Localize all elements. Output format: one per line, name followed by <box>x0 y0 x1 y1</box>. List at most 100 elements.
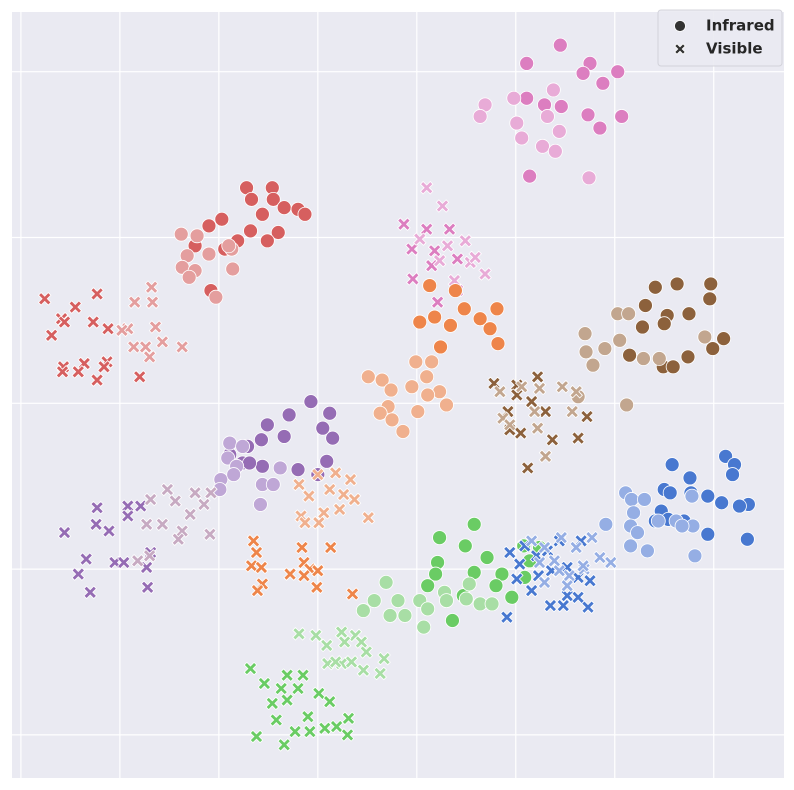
point <box>569 384 583 399</box>
point <box>356 663 371 677</box>
point <box>585 530 599 545</box>
legend-label: Visible <box>706 40 763 58</box>
point <box>420 387 436 403</box>
point <box>547 554 562 568</box>
point <box>428 566 444 582</box>
point <box>309 628 323 643</box>
point <box>71 567 86 581</box>
point <box>450 252 465 266</box>
point <box>160 482 175 497</box>
point <box>427 309 443 325</box>
point <box>524 534 539 548</box>
point <box>714 495 730 511</box>
point <box>336 487 351 502</box>
point <box>458 234 473 248</box>
point <box>624 492 639 507</box>
point <box>448 283 463 298</box>
point <box>343 472 358 487</box>
point <box>189 228 205 244</box>
legend-marker <box>674 20 686 32</box>
point <box>292 627 306 641</box>
point <box>168 494 183 508</box>
point <box>432 530 447 545</box>
point <box>585 357 601 373</box>
point <box>281 407 297 423</box>
point <box>669 276 685 292</box>
point <box>214 211 230 227</box>
point <box>344 655 359 669</box>
point <box>255 458 270 474</box>
point <box>259 233 275 249</box>
point <box>593 550 607 565</box>
point <box>494 566 510 582</box>
point <box>512 557 527 571</box>
point <box>312 515 326 530</box>
point <box>700 526 716 542</box>
point <box>716 331 732 347</box>
point <box>472 311 488 327</box>
point <box>664 457 680 473</box>
point <box>576 559 590 573</box>
point <box>597 341 613 356</box>
point <box>580 409 594 424</box>
point <box>366 593 382 608</box>
point <box>519 90 535 106</box>
point <box>581 600 595 614</box>
point <box>527 404 542 419</box>
point <box>298 515 312 530</box>
point <box>83 585 97 600</box>
point <box>725 467 740 482</box>
point <box>545 433 560 447</box>
point <box>427 244 442 258</box>
point <box>115 323 129 338</box>
point <box>413 232 427 246</box>
point <box>255 206 270 222</box>
point <box>97 360 111 374</box>
point <box>259 417 275 433</box>
point <box>580 107 596 123</box>
point <box>302 489 316 503</box>
point <box>359 645 374 659</box>
point <box>372 405 388 421</box>
point <box>524 583 539 598</box>
point <box>319 453 335 469</box>
point <box>138 340 153 354</box>
point <box>520 461 535 475</box>
point <box>506 90 522 106</box>
point <box>510 388 524 402</box>
point <box>537 540 552 555</box>
point <box>328 466 343 480</box>
point <box>244 191 259 207</box>
point <box>519 55 535 71</box>
point <box>419 369 435 385</box>
point <box>575 65 591 81</box>
point <box>310 580 324 595</box>
point <box>482 321 498 337</box>
point <box>503 418 517 432</box>
point <box>235 438 251 454</box>
point <box>592 120 608 136</box>
point <box>203 527 217 542</box>
point <box>433 339 448 355</box>
point <box>595 75 611 91</box>
point <box>739 531 755 547</box>
point <box>265 477 281 492</box>
point <box>553 99 569 114</box>
point <box>322 482 337 497</box>
point <box>117 555 131 570</box>
point <box>250 583 265 598</box>
point <box>328 655 343 669</box>
point <box>201 218 217 234</box>
point <box>702 291 718 307</box>
point <box>651 351 667 366</box>
point <box>291 681 305 696</box>
point <box>243 661 258 676</box>
grid <box>12 12 784 778</box>
point <box>560 588 574 603</box>
point <box>384 412 400 428</box>
point <box>90 500 104 515</box>
point <box>456 301 472 317</box>
point <box>292 477 306 492</box>
point <box>102 524 116 538</box>
